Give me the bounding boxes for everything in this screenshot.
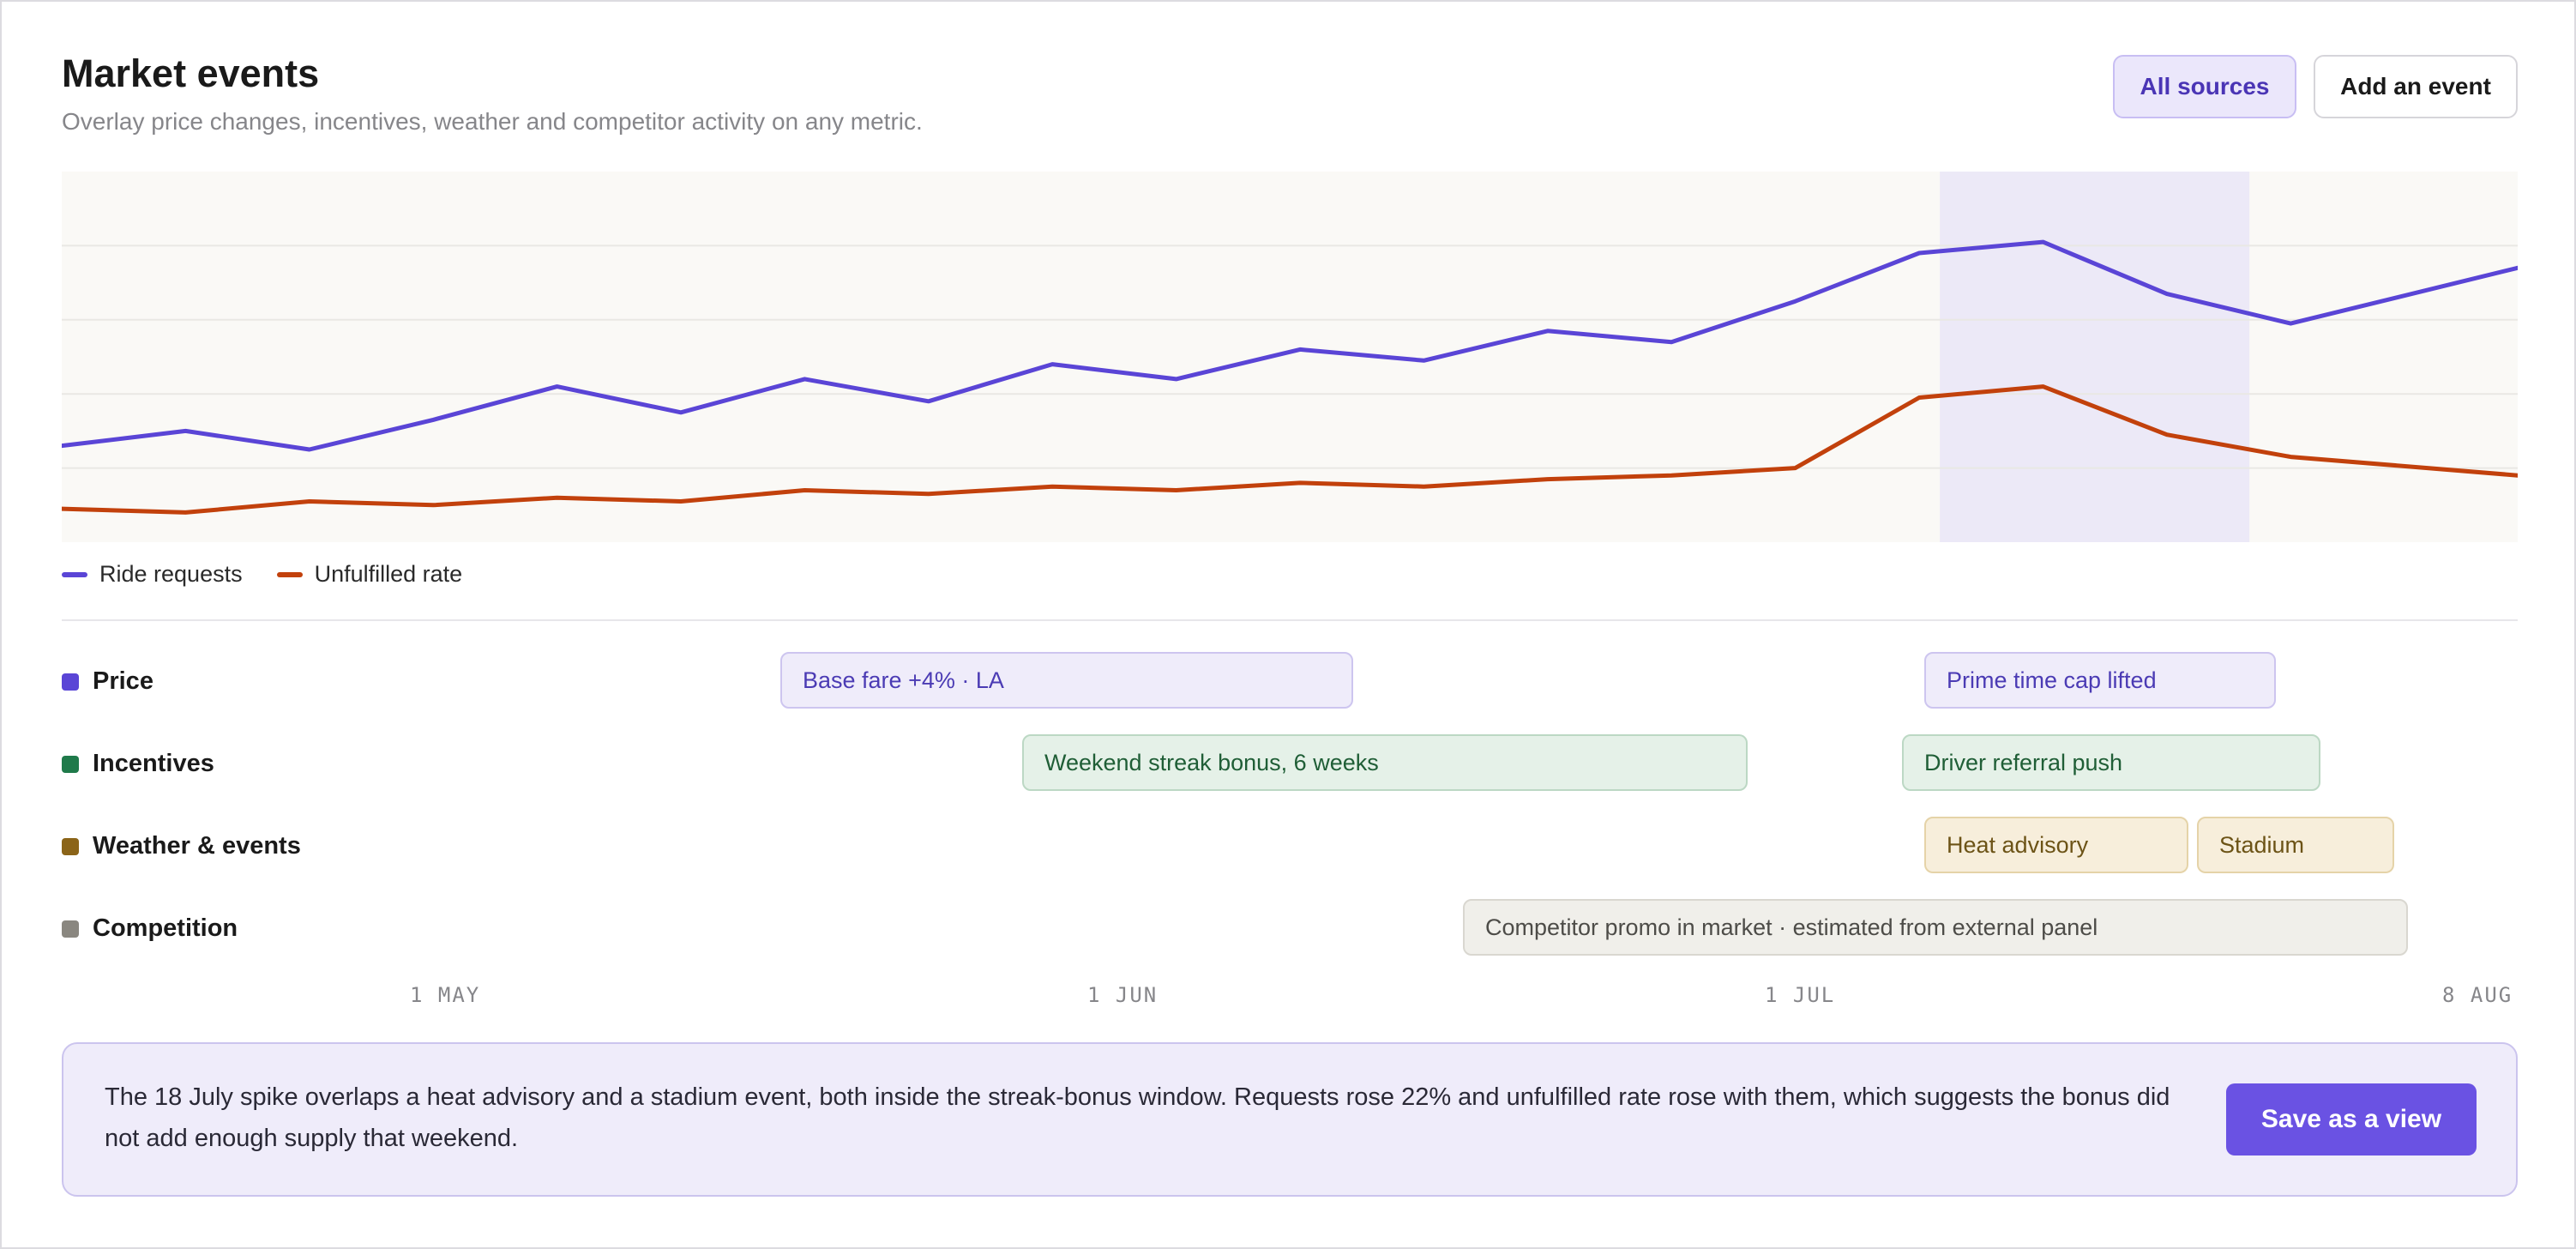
axis-label-jul: 1 JUL (1765, 983, 1836, 1007)
axis-label-may: 1 MAY (410, 983, 481, 1007)
series-line-ride-requests (62, 239, 2518, 452)
insight-callout: The 18 July spike overlaps a heat adviso… (62, 1042, 2518, 1197)
event-heat-advisory[interactable]: Heat advisory (1924, 817, 2188, 873)
legend-label: Ride requests (99, 561, 243, 587)
event-competitor-promo[interactable]: Competitor promo in market · estimated f… (1463, 899, 2408, 956)
legend-item-ride-requests[interactable]: Ride requests (62, 561, 243, 588)
metric-chart (62, 172, 2518, 542)
chart-legend: Ride requests Unfulfilled rate (62, 561, 497, 588)
lane-label-text: Competition (93, 914, 238, 942)
lane-label-weather-events: Weather & events (62, 832, 301, 860)
divider (62, 619, 2518, 621)
page-title: Market events (62, 51, 320, 95)
legend-item-unfulfilled-rate[interactable]: Unfulfilled rate (276, 561, 463, 588)
lane-label-text: Weather & events (93, 832, 301, 860)
axis-label-jun: 1 JUN (1087, 983, 1159, 1007)
lane-label-price: Price (62, 667, 153, 696)
lane-label-competition: Competition (62, 914, 238, 943)
add-event-button[interactable]: Add an event (2314, 55, 2518, 118)
chart-highlight-band (1940, 172, 2250, 542)
save-view-button[interactable]: Save as a view (2226, 1083, 2477, 1155)
legend-swatch-ride-requests (62, 571, 87, 577)
legend-swatch-unfulfilled-rate (276, 571, 303, 577)
lane-dot-icon (62, 920, 79, 938)
all-sources-button[interactable]: All sources (2113, 55, 2296, 118)
lane-dot-icon (62, 755, 79, 773)
legend-label: Unfulfilled rate (314, 561, 463, 587)
series-line-unfulfilled-rate (62, 384, 2518, 515)
event-base-fare[interactable]: Base fare +4% · LA (780, 652, 1353, 709)
lane-dot-icon (62, 673, 79, 691)
event-prime-time-cap[interactable]: Prime time cap lifted (1924, 652, 2276, 709)
event-driver-referral[interactable]: Driver referral push (1902, 734, 2320, 791)
insight-text: The 18 July spike overlaps a heat adviso… (105, 1083, 2170, 1152)
lane-label-text: Incentives (93, 750, 214, 777)
event-stadium[interactable]: Stadium (2197, 817, 2394, 873)
lane-label-text: Price (93, 667, 153, 695)
lane-label-incentives: Incentives (62, 750, 214, 778)
event-weekend-streak-bonus[interactable]: Weekend streak bonus, 6 weeks (1022, 734, 1748, 791)
lane-dot-icon (62, 837, 79, 855)
page-subtitle: Overlay price changes, incentives, weath… (62, 108, 923, 135)
axis-label-aug: 8 AUG (2442, 983, 2513, 1007)
